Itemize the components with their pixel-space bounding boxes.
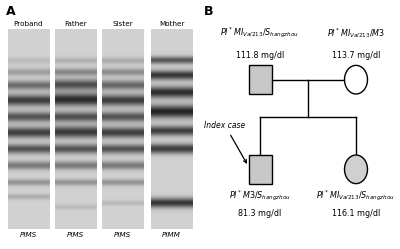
Text: Mother: Mother: [159, 21, 184, 27]
Text: 116.1 mg/dl: 116.1 mg/dl: [332, 209, 380, 218]
Text: $PI^*MI_{Val213}/S_{hangzhou}$: $PI^*MI_{Val213}/S_{hangzhou}$: [220, 26, 300, 40]
FancyBboxPatch shape: [248, 155, 272, 184]
Ellipse shape: [344, 65, 368, 94]
FancyBboxPatch shape: [248, 65, 272, 94]
Bar: [151, 30, 192, 229]
Text: $PI^*M3/S_{hangzhou}$: $PI^*M3/S_{hangzhou}$: [229, 189, 291, 203]
Text: PiMS: PiMS: [114, 232, 131, 238]
Text: B: B: [204, 5, 214, 18]
Text: Father: Father: [64, 21, 87, 27]
Ellipse shape: [344, 155, 368, 184]
Text: Index case: Index case: [204, 121, 246, 163]
Text: 113.7 mg/dl: 113.7 mg/dl: [332, 51, 380, 60]
Text: Sister: Sister: [112, 21, 133, 27]
Text: PiMM: PiMM: [162, 232, 181, 238]
Bar: [102, 30, 143, 229]
Text: PiMS: PiMS: [67, 232, 84, 238]
Bar: [55, 30, 96, 229]
Text: A: A: [6, 5, 16, 18]
Text: 111.8 mg/dl: 111.8 mg/dl: [236, 51, 284, 60]
Text: 81.3 mg/dl: 81.3 mg/dl: [238, 209, 282, 218]
Text: PiMS: PiMS: [20, 232, 37, 238]
Text: $PI^*MI_{Val213}/M3$: $PI^*MI_{Val213}/M3$: [327, 27, 385, 40]
Text: Proband: Proband: [14, 21, 43, 27]
Bar: [8, 30, 49, 229]
Text: $PI^*MI_{Val213}/S_{hangzhou}$: $PI^*MI_{Val213}/S_{hangzhou}$: [316, 189, 396, 203]
